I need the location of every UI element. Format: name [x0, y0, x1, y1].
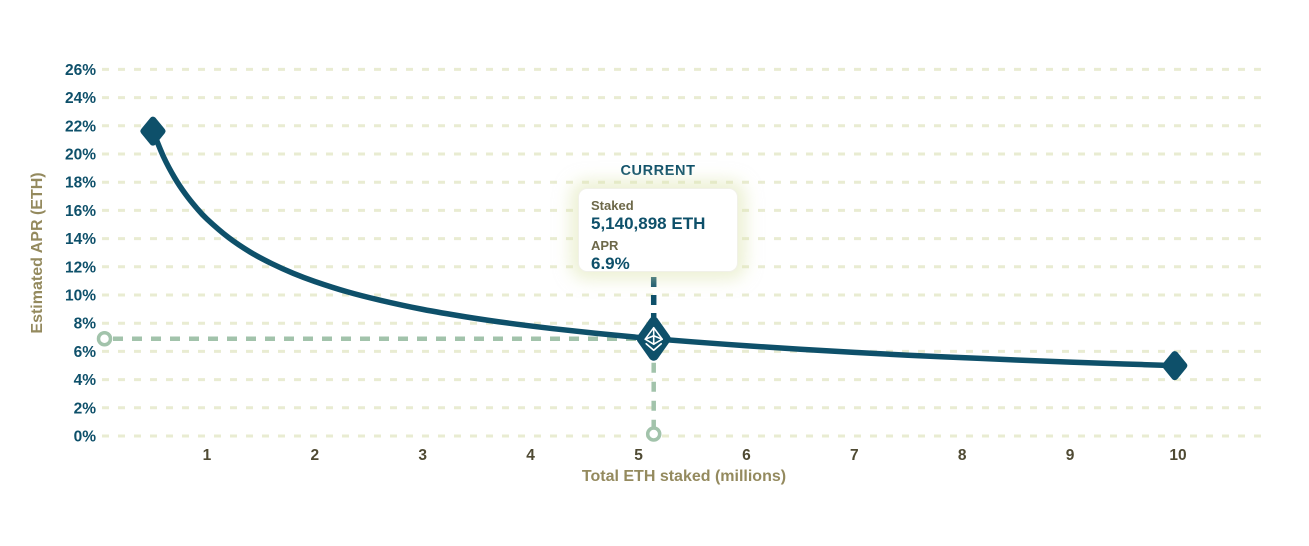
current-annotation-title: CURRENT	[620, 163, 696, 179]
x-axis-title: Total ETH staked (millions)	[581, 468, 787, 485]
curve-endpoint-dot	[140, 116, 166, 146]
apr-label: APR	[591, 237, 619, 253]
eth-logo-base	[645, 342, 663, 352]
y-tick-label: 4%	[74, 372, 97, 389]
x-tick-label: 1	[203, 447, 212, 464]
y-tick-label: 26%	[65, 62, 96, 79]
y-tick-label: 24%	[65, 90, 96, 107]
current-point-marker[interactable]	[636, 316, 671, 361]
x-tick-label: 2	[310, 447, 319, 464]
apr-curve	[150, 128, 1178, 369]
y-tick-label: 10%	[65, 288, 96, 305]
x-axis-guide-dot	[645, 426, 662, 442]
y-tick-label: 0%	[74, 429, 97, 446]
y-tick-label: 22%	[65, 118, 96, 135]
y-tick-label: 20%	[65, 147, 96, 164]
x-tick-label: 10	[1169, 447, 1186, 464]
curve-endpoint-dot	[1162, 351, 1188, 381]
apr-value: 6.9%	[591, 253, 630, 273]
x-tick-label: 3	[418, 447, 427, 464]
eth-logo-facet	[644, 334, 664, 341]
y-axis-title: Estimated APR (ETH)	[29, 172, 46, 334]
x-tick-label: 9	[1066, 447, 1075, 464]
y-tick-label: 12%	[65, 259, 96, 276]
y-tick-label: 14%	[65, 231, 96, 248]
staked-value: 5,140,898 ETH	[591, 214, 706, 234]
x-tick-label: 4	[526, 447, 535, 464]
y-tick-label: 16%	[65, 203, 96, 220]
y-tick-label: 18%	[65, 175, 96, 192]
y-tick-label: 8%	[74, 316, 97, 333]
x-tick-label: 8	[958, 447, 967, 464]
x-tick-label: 6	[742, 447, 751, 464]
y-tick-label: 6%	[74, 344, 97, 361]
y-axis-guide-dot	[96, 330, 113, 347]
x-tick-label: 5	[634, 447, 643, 464]
x-tick-label: 7	[850, 447, 859, 464]
y-tick-label: 2%	[74, 400, 97, 417]
current-tooltip: Staked 5,140,898 ETH APR 6.9%	[578, 188, 738, 273]
staked-label: Staked	[591, 198, 634, 213]
